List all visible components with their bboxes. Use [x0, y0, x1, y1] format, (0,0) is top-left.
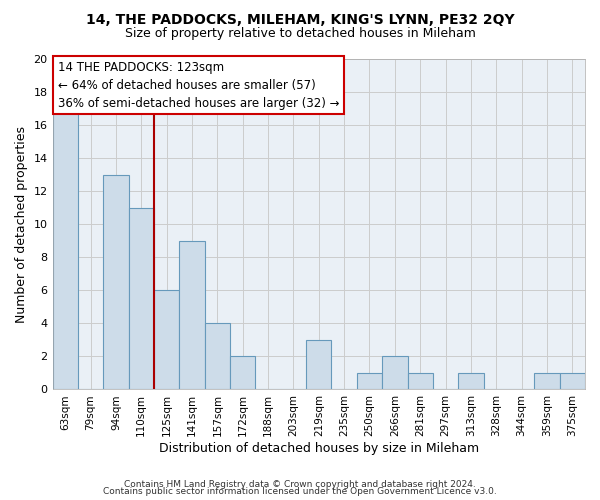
Bar — [103, 174, 128, 390]
Bar — [230, 356, 256, 390]
Bar — [205, 324, 230, 390]
Bar — [458, 373, 484, 390]
Bar — [306, 340, 331, 390]
Text: Contains HM Land Registry data © Crown copyright and database right 2024.: Contains HM Land Registry data © Crown c… — [124, 480, 476, 489]
Bar — [382, 356, 407, 390]
Text: Contains public sector information licensed under the Open Government Licence v3: Contains public sector information licen… — [103, 487, 497, 496]
Text: Size of property relative to detached houses in Mileham: Size of property relative to detached ho… — [125, 26, 475, 40]
Bar — [154, 290, 179, 390]
Bar — [560, 373, 585, 390]
Bar — [357, 373, 382, 390]
Bar — [53, 108, 78, 390]
Text: 14 THE PADDOCKS: 123sqm
← 64% of detached houses are smaller (57)
36% of semi-de: 14 THE PADDOCKS: 123sqm ← 64% of detache… — [58, 60, 340, 110]
Bar — [534, 373, 560, 390]
Y-axis label: Number of detached properties: Number of detached properties — [15, 126, 28, 322]
X-axis label: Distribution of detached houses by size in Mileham: Distribution of detached houses by size … — [159, 442, 479, 455]
Bar — [407, 373, 433, 390]
Bar — [179, 241, 205, 390]
Bar — [128, 208, 154, 390]
Text: 14, THE PADDOCKS, MILEHAM, KING'S LYNN, PE32 2QY: 14, THE PADDOCKS, MILEHAM, KING'S LYNN, … — [86, 12, 514, 26]
